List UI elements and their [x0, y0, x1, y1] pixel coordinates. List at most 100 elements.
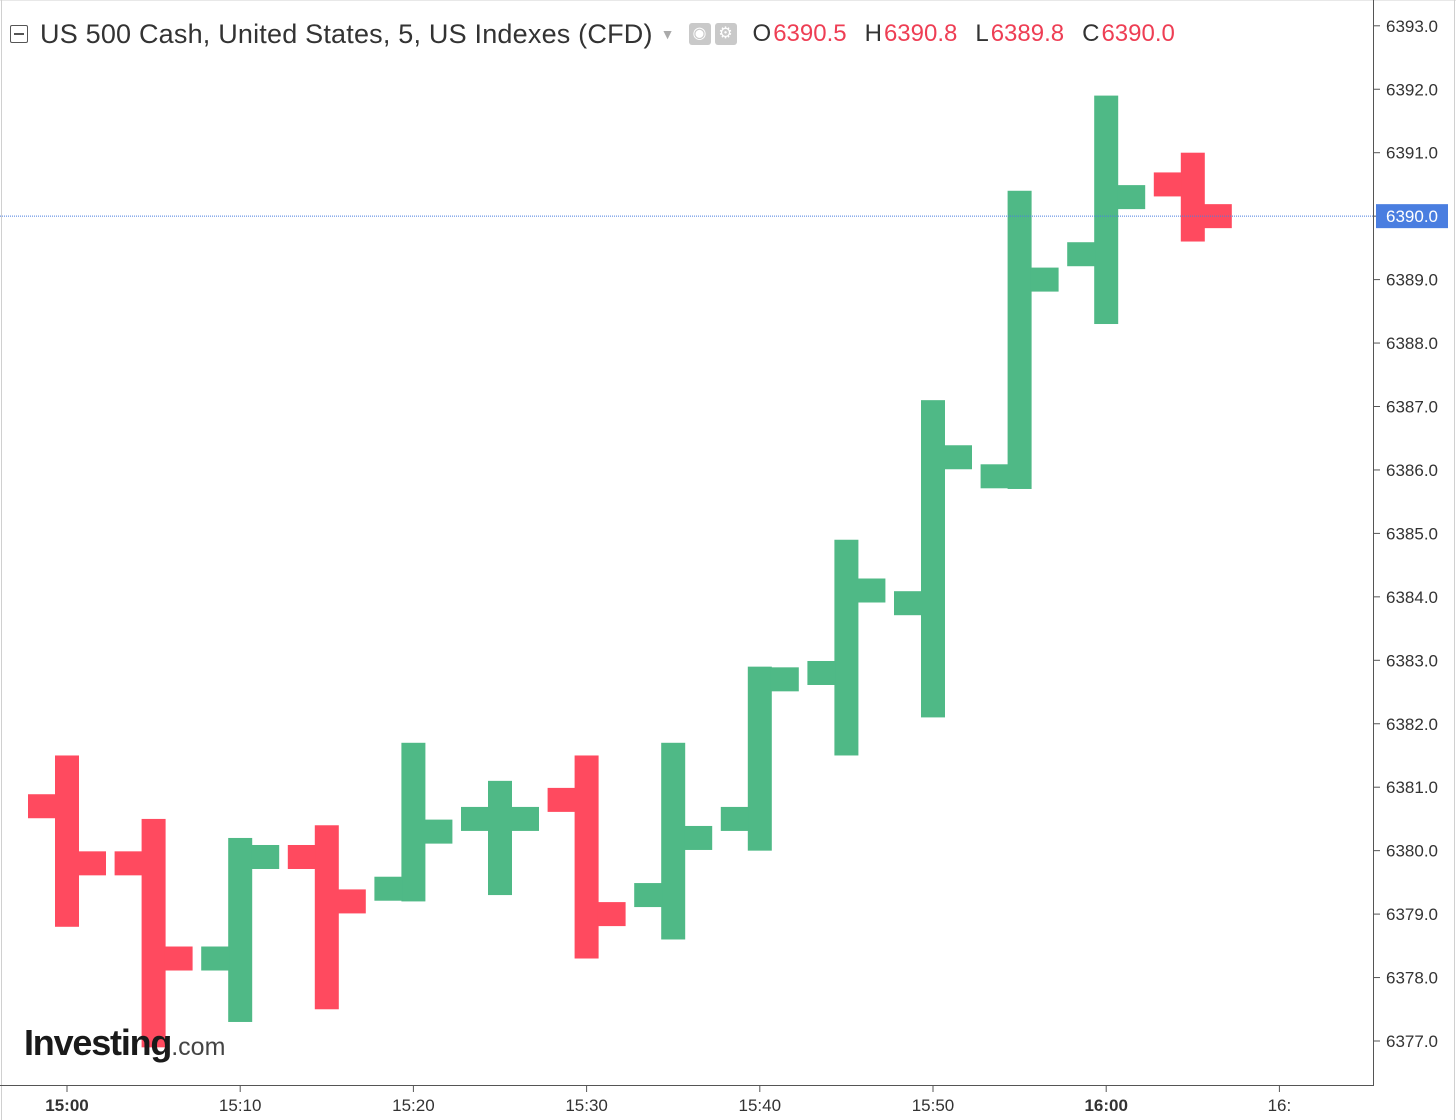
ohlc-bar[interactable] — [634, 742, 713, 940]
time-tick-label: 16:00 — [1084, 1096, 1127, 1115]
ohlc-bar[interactable] — [894, 400, 972, 718]
low-value: 6389.8 — [990, 20, 1065, 47]
price-tick-label: 6381.0 — [1386, 778, 1438, 797]
last-price-label: 6390.0 — [1386, 207, 1438, 226]
investing-logo: Investing .com — [24, 1022, 225, 1064]
bar-open-tick — [894, 591, 922, 616]
ohlc-bar[interactable] — [374, 742, 453, 902]
eye-icon[interactable]: ◉ — [688, 23, 711, 45]
time-tick-label: 15:40 — [739, 1096, 782, 1115]
ohlc-bar[interactable] — [807, 539, 886, 756]
bar-close-tick — [1030, 267, 1059, 292]
close-key: C — [1082, 20, 1100, 47]
ohlc-bar[interactable] — [720, 666, 799, 851]
bar-high-low — [661, 742, 686, 940]
bar-open-tick — [634, 883, 663, 908]
bar-open-tick — [28, 794, 56, 819]
price-tick-label: 6384.0 — [1386, 588, 1438, 607]
close-value: 6390.0 — [1101, 20, 1175, 47]
bar-high-low — [401, 742, 426, 902]
time-tick-label: 15:10 — [219, 1096, 262, 1115]
bar-close-tick — [684, 825, 713, 850]
bar-open-tick — [201, 946, 230, 971]
bar-high-low — [747, 666, 772, 851]
price-axis[interactable]: 6377.0 6378.0 6379.0 6380.0 6381.0 6382.0 6383… — [1373, 17, 1438, 1051]
price-tick-label: 6387.0 — [1386, 398, 1438, 417]
price-tick-label: 6392.0 — [1386, 80, 1438, 99]
open-key: O — [752, 20, 772, 47]
bar-high-low — [228, 837, 253, 1022]
ohlc-bar[interactable] — [1067, 95, 1146, 325]
bar-open-tick — [461, 806, 489, 831]
high-key: H — [864, 20, 882, 47]
collapse-icon[interactable] — [10, 25, 28, 43]
bar-high-low — [488, 780, 512, 896]
price-tick-label: 6391.0 — [1386, 144, 1438, 163]
bar-high-low — [141, 818, 166, 1048]
bar-open-tick — [287, 844, 316, 869]
chevron-down-icon[interactable]: ▼ — [660, 26, 675, 42]
ohlc-bar[interactable] — [1153, 152, 1232, 242]
bar-close-tick — [78, 851, 106, 876]
logo-main-text: Investing — [24, 1022, 172, 1063]
price-tick-label: 6385.0 — [1386, 524, 1438, 543]
ohlc-bar[interactable] — [201, 837, 280, 1022]
bar-close-tick — [1117, 185, 1146, 210]
low-key: L — [975, 20, 989, 47]
gear-icon[interactable]: ⚙ — [714, 23, 737, 45]
bar-open-tick — [807, 660, 836, 685]
last-price-badge — [1376, 204, 1448, 229]
ohlc-bar[interactable] — [461, 780, 539, 896]
bar-close-tick — [857, 578, 886, 603]
time-tick-label: 15:50 — [912, 1096, 955, 1115]
bar-close-tick — [337, 889, 366, 914]
time-axis[interactable]: 15:00 15:10 15:20 15:30 15:40 15:50 16:00 16: — [45, 1086, 1291, 1115]
price-tick-label: 6393.0 — [1386, 17, 1438, 36]
ohlc-bar[interactable] — [28, 755, 106, 927]
price-tick-label: 6379.0 — [1386, 905, 1438, 924]
bar-high-low — [55, 755, 79, 927]
price-tick-label: 6388.0 — [1386, 334, 1438, 353]
bar-high-low — [1094, 95, 1119, 325]
bar-high-low — [1007, 190, 1032, 489]
ohlc-bar[interactable] — [287, 825, 366, 1010]
bar-open-tick — [547, 787, 576, 812]
chart-header: US 500 Cash, United States, 5, US Indexe… — [10, 14, 1193, 54]
ohlc-bar[interactable] — [980, 190, 1059, 489]
bar-open-tick — [720, 806, 749, 831]
price-tick-label: 6383.0 — [1386, 651, 1438, 670]
price-tick-label: 6380.0 — [1386, 842, 1438, 861]
bar-open-tick — [374, 876, 403, 901]
price-tick-label: 6382.0 — [1386, 715, 1438, 734]
logo-sub-text: .com — [171, 1033, 226, 1061]
bar-close-tick — [597, 902, 626, 927]
bar-high-low — [314, 825, 339, 1010]
price-tick-label: 6377.0 — [1386, 1032, 1438, 1051]
bar-open-tick — [1153, 172, 1182, 197]
open-value: 6390.5 — [773, 20, 847, 47]
bar-open-tick — [980, 464, 1009, 489]
bar-open-tick — [114, 851, 143, 876]
bar-high-low — [921, 400, 945, 718]
price-tick-label: 6378.0 — [1386, 969, 1438, 988]
bar-high-low — [1180, 152, 1205, 242]
bar-close-tick — [251, 844, 280, 869]
bar-close-tick — [424, 819, 453, 844]
ohlc-bar[interactable] — [547, 755, 626, 959]
high-value: 6390.8 — [883, 20, 958, 47]
time-tick-label: 15:30 — [565, 1096, 608, 1115]
bar-close-tick — [770, 667, 799, 692]
symbol-title[interactable]: US 500 Cash, United States, 5, US Indexe… — [40, 18, 653, 49]
bar-close-tick — [164, 946, 193, 971]
bar-close-tick — [511, 806, 539, 831]
bar-open-tick — [1067, 242, 1096, 267]
time-tick-label: 15:00 — [45, 1096, 88, 1115]
ohlc-readout: O 6390.5 H 6390.8 L 6389.8 C 6390.0 — [753, 20, 1193, 48]
time-tick-label: 16: — [1268, 1096, 1292, 1115]
bar-high-low — [834, 539, 859, 756]
bars-layer — [28, 95, 1232, 1048]
ohlc-bar[interactable] — [114, 818, 193, 1048]
price-tick-label: 6389.0 — [1386, 271, 1438, 290]
